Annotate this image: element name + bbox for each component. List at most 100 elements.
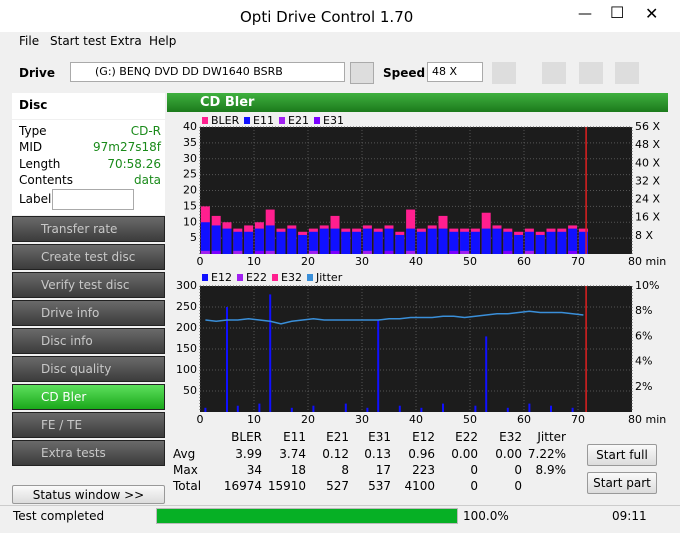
nav-button[interactable]: Create test disc [12,244,165,270]
label-input[interactable] [52,189,134,210]
nav-button[interactable]: Transfer rate [12,216,165,242]
bar [524,231,534,254]
stat-cell: 4100 [404,479,435,493]
bar [233,250,243,254]
x-tick-label: 20 [301,255,315,268]
legend-swatch [202,274,208,281]
bar [341,231,351,254]
y2-tick-label: 6% [635,329,652,342]
stat-cell: 537 [368,479,391,493]
bar [200,222,210,254]
y2-tick-label: 2% [635,380,652,393]
y-tick-label: 150 [176,342,197,355]
menu-item[interactable]: Help [149,34,177,48]
nav-button[interactable]: Disc info [12,328,165,354]
disc-header [12,93,165,119]
config-button[interactable] [579,62,603,84]
progress-bar [157,509,457,523]
label-label: Label [19,192,52,206]
bar [258,403,261,412]
nav-button[interactable]: CD Bler [12,384,165,410]
bar [427,228,437,254]
line [205,310,584,325]
stat-header: E12 [412,430,435,444]
bar [528,403,531,412]
x-tick-label: 30 [355,255,369,268]
bar [276,231,286,254]
bar [330,228,340,254]
close-button[interactable]: ✕ [645,4,659,23]
x-tick-label: 40 [409,255,423,268]
legend-label: E31 [323,114,344,127]
speed-select[interactable]: 48 X [427,62,483,82]
field-label: MID [19,140,43,154]
stat-row-label: Avg [173,447,196,461]
field-value: 70:58.26 [107,157,161,171]
bar [406,228,416,254]
nav-button[interactable]: FE / TE [12,412,165,438]
min-button[interactable]: — [578,6,592,22]
y2-tick-label: 32 X [635,174,660,187]
x-tick-label: 0 [197,255,204,268]
max-button[interactable]: ☐ [610,3,625,22]
bar [211,250,221,254]
stat-header: E31 [368,430,391,444]
menu-item[interactable]: File [19,34,40,48]
bar [442,403,444,412]
erase-button[interactable] [542,62,566,84]
bar [377,319,380,412]
bar [265,225,275,254]
window-title: Opti Drive Control 1.70 [240,8,414,26]
legend-label: E11 [253,114,274,127]
y-tick-label: 40 [183,120,197,133]
start-part-button[interactable]: Start part [587,472,657,494]
start-full-button[interactable]: Start full [587,444,657,466]
stat-header: E21 [326,430,349,444]
stat-cell: 0 [470,463,478,477]
stat-cell: 34 [246,463,262,477]
stat-cell: 0 [514,479,522,493]
bar [269,294,272,412]
bar [514,234,524,254]
refresh-button[interactable] [492,62,516,84]
stat-row-label: Total [173,479,202,493]
status-window-button[interactable]: Status window >> [12,485,165,504]
bar [571,407,574,412]
y2-tick-label: 8 X [635,229,653,242]
stat-cell: 223 [412,463,435,477]
nav-button[interactable]: Drive info [12,300,165,326]
bar [233,231,243,254]
bar [395,234,405,254]
y2-tick-label: 4% [635,355,652,368]
bar [204,407,207,412]
nav-button[interactable]: Disc quality [12,356,165,382]
nav-button[interactable]: Verify test disc [12,272,165,298]
menu-item[interactable]: Extra [110,34,142,48]
drive-select[interactable]: (G:) BENQ DVD DD DW1640 BSRB [70,62,345,82]
stat-cell: 0.00 [451,447,478,461]
progress-label: 100.0% [463,509,509,523]
legend-label: E21 [288,114,309,127]
bar [535,234,545,254]
eject-button[interactable] [350,62,374,84]
bar [406,250,416,254]
menu-item[interactable]: Start test [50,34,107,48]
legend-label: BLER [211,114,240,127]
bar [236,405,239,412]
y-tick-label: 250 [176,300,197,313]
stat-cell: 0 [470,479,478,493]
nav-button[interactable]: Extra tests [12,440,165,466]
x-tick-label: 10 [247,255,261,268]
y2-tick-label: 8% [635,304,652,317]
x-tick-label: 30 [355,413,369,426]
field-value: data [133,173,161,187]
stat-row-label: Max [173,463,198,477]
save-button[interactable] [615,62,639,84]
bar [344,403,347,412]
y-tick-label: 15 [183,199,197,212]
x-tick-label: 60 [517,255,531,268]
bar [254,228,264,254]
stat-cell: 16974 [223,479,262,493]
field-label: Contents [19,173,73,187]
